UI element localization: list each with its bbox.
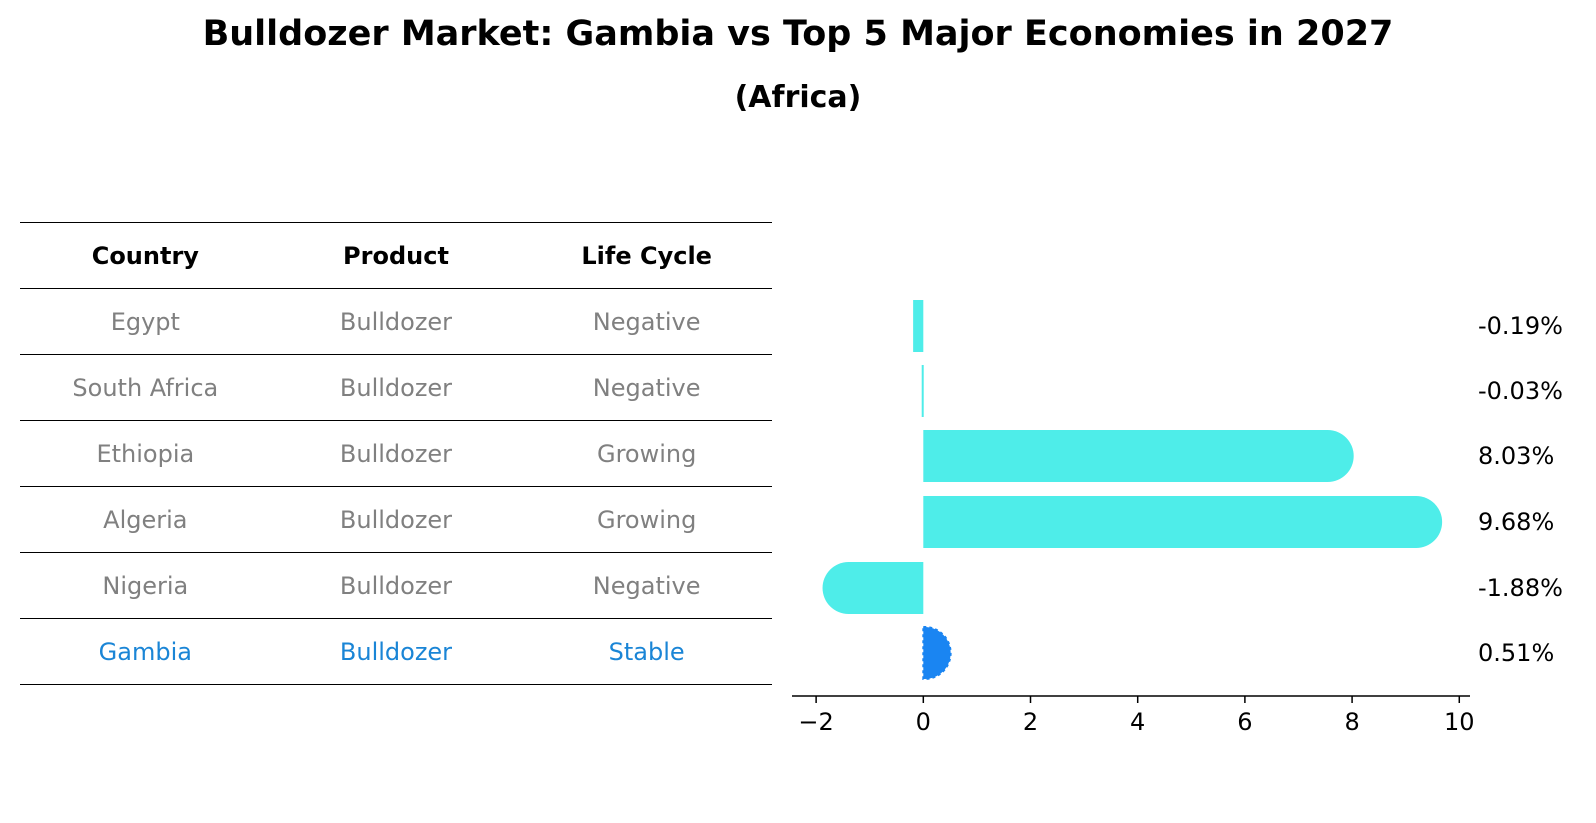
header-product: Product — [270, 222, 522, 289]
cell-product: Bulldozer — [270, 486, 522, 553]
cell-product: Bulldozer — [270, 354, 522, 421]
cell-life-cycle: Stable — [521, 618, 772, 685]
table-row: Nigeria Bulldozer Negative — [20, 552, 772, 619]
x-tick-label: 4 — [1130, 708, 1145, 736]
cell-life-cycle: Growing — [521, 420, 772, 487]
x-tick-label: 2 — [1023, 708, 1038, 736]
chart-subtitle: (Africa) — [734, 80, 862, 115]
x-tick-label: 8 — [1344, 708, 1359, 736]
data-label: -0.19% — [1478, 312, 1563, 340]
x-tick-label: −2 — [798, 708, 833, 736]
table-header-row: Country Product Life Cycle — [20, 222, 772, 289]
cell-country: Nigeria — [20, 552, 271, 619]
cell-product: Bulldozer — [270, 618, 522, 685]
data-label: -1.88% — [1478, 574, 1563, 602]
table-row-highlight: Gambia Bulldozer Stable — [20, 618, 772, 685]
bar-gambia — [922, 626, 952, 680]
cell-country: Ethiopia — [20, 420, 271, 487]
header-life-cycle: Life Cycle — [521, 222, 772, 289]
table-row: South Africa Bulldozer Negative — [20, 354, 772, 421]
table-row: Egypt Bulldozer Negative — [20, 288, 772, 355]
cell-life-cycle: Negative — [521, 288, 772, 355]
table-row: Ethiopia Bulldozer Growing — [20, 420, 772, 487]
cell-country: Algeria — [20, 486, 271, 553]
bar-algeria — [923, 496, 1443, 548]
data-label: -0.03% — [1478, 377, 1563, 405]
cell-country: Egypt — [20, 288, 271, 355]
table-row: Algeria Bulldozer Growing — [20, 486, 772, 553]
cell-product: Bulldozer — [270, 288, 522, 355]
cell-life-cycle: Growing — [521, 486, 772, 553]
data-label: 0.51% — [1478, 639, 1554, 667]
x-tick-label: 0 — [916, 708, 931, 736]
cell-country: South Africa — [20, 354, 271, 421]
cell-product: Bulldozer — [270, 552, 522, 619]
cell-country: Gambia — [20, 618, 271, 685]
data-label: 9.68% — [1478, 508, 1554, 536]
header-country: Country — [20, 222, 271, 289]
cell-product: Bulldozer — [270, 420, 522, 487]
bar-egypt — [913, 300, 924, 352]
life-cycle-table: Country Product Life Cycle Egypt Bulldoz… — [20, 222, 772, 685]
cell-life-cycle: Negative — [521, 354, 772, 421]
x-tick-label: 10 — [1444, 708, 1475, 736]
cell-life-cycle: Negative — [521, 552, 772, 619]
chart-title: Bulldozer Market: Gambia vs Top 5 Major … — [202, 14, 1394, 54]
data-label: 8.03% — [1478, 442, 1554, 470]
x-tick-label: 6 — [1237, 708, 1252, 736]
bar-south-africa — [921, 365, 924, 417]
bar-ethiopia — [923, 430, 1354, 482]
bar-nigeria — [822, 562, 924, 614]
